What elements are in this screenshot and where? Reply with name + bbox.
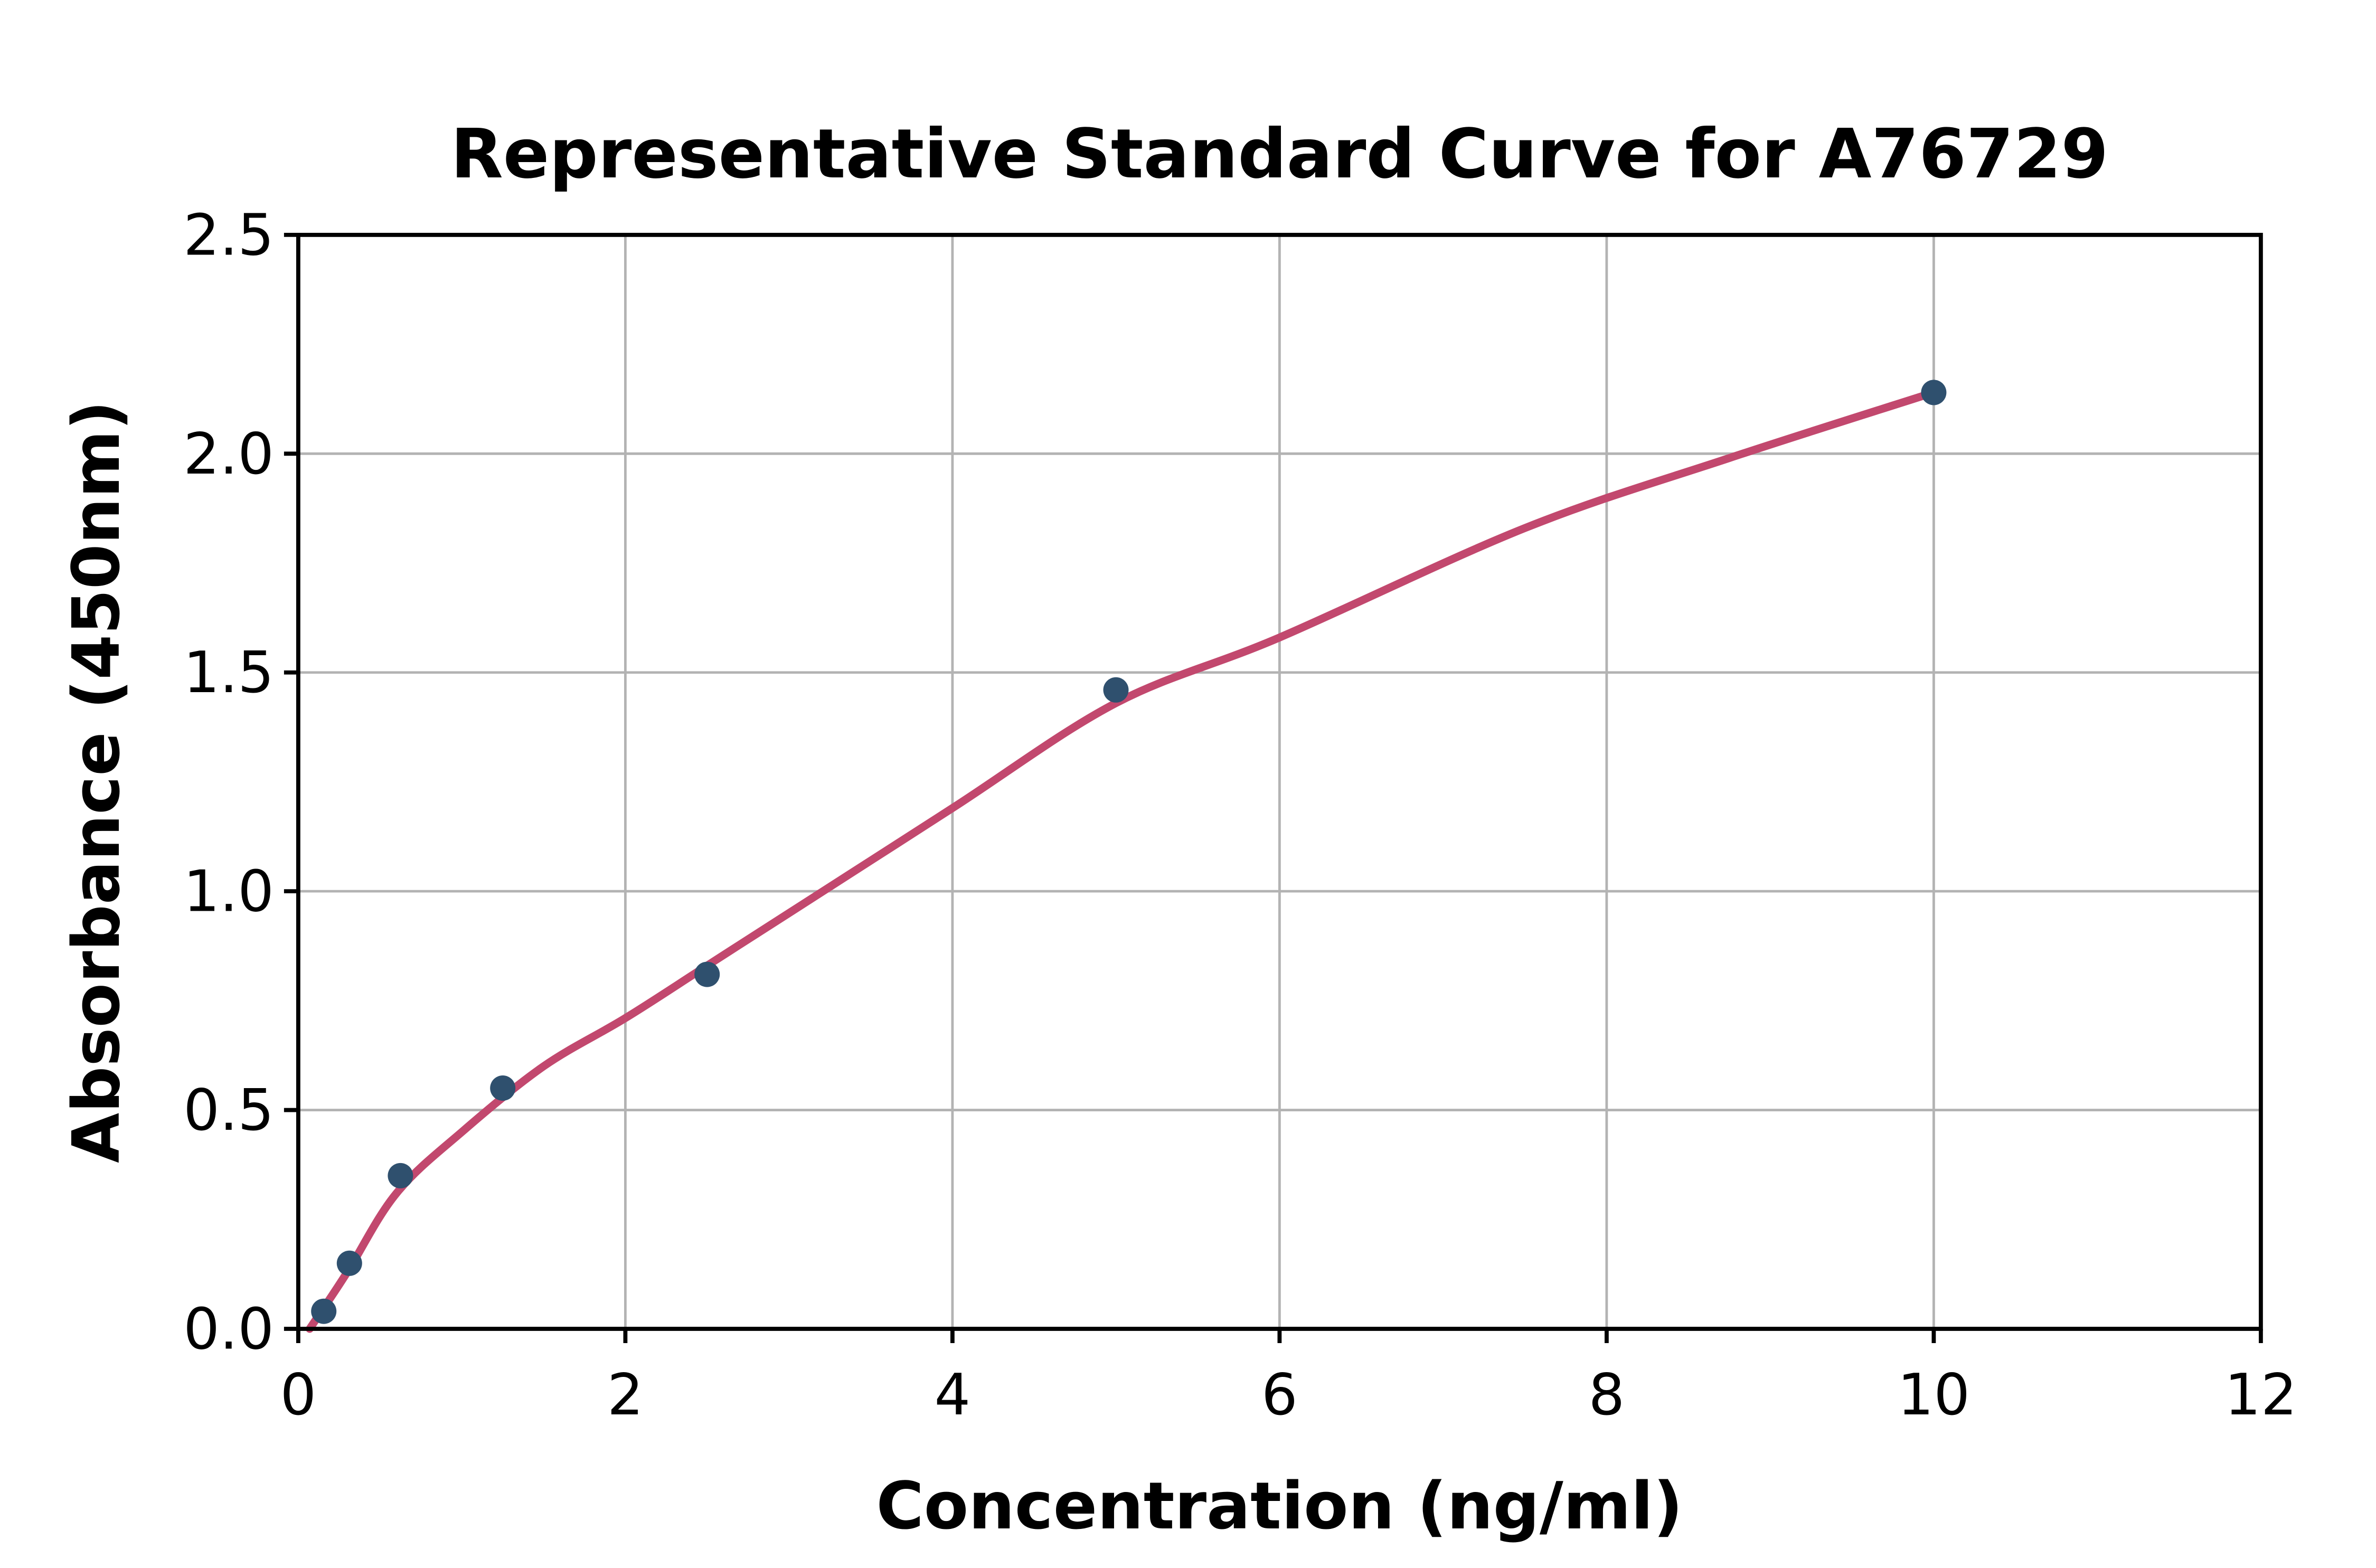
y-axis-label: Absorbance (450nm) [59, 401, 135, 1163]
x-tick-label: 2 [607, 1362, 644, 1428]
y-tick-label: 1.0 [183, 859, 274, 925]
data-point [1921, 380, 1947, 405]
chart-title: Representative Standard Curve for A76729 [451, 115, 2109, 194]
x-tick-label: 8 [1589, 1362, 1625, 1428]
y-tick-label: 2.5 [183, 202, 274, 268]
data-points-layer [311, 380, 1947, 1324]
x-tick-label: 12 [2224, 1362, 2297, 1428]
y-tick-label: 0.0 [183, 1297, 274, 1363]
fit-curve [306, 388, 1938, 1333]
grid-layer [298, 234, 2261, 1329]
x-axis-label: Concentration (ng/ml) [876, 1469, 1683, 1544]
x-tick-label: 10 [1898, 1362, 1970, 1428]
x-tick-label: 4 [935, 1362, 971, 1428]
tick-layer: 0 2 4 6 8 10 12 0.0 0.5 1.0 1.5 2.0 2.5 [183, 202, 2297, 1428]
data-point [311, 1298, 337, 1324]
x-tick-label: 0 [280, 1362, 317, 1428]
data-point [336, 1250, 362, 1276]
fit-curve-layer [306, 388, 1938, 1333]
x-tick-label: 6 [1261, 1362, 1298, 1428]
data-point [1103, 677, 1129, 703]
y-tick-label: 1.5 [183, 640, 274, 706]
data-point [694, 961, 720, 987]
data-point [388, 1163, 413, 1188]
y-tick-label: 2.0 [183, 421, 274, 487]
data-point [490, 1075, 516, 1101]
y-tick-label: 0.5 [183, 1078, 274, 1144]
